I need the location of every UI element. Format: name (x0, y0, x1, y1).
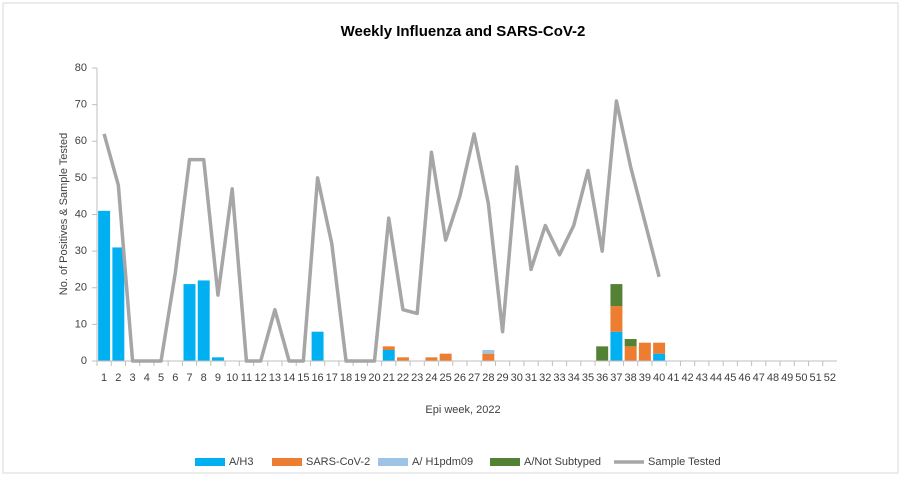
bar (653, 353, 666, 361)
bar (382, 350, 395, 361)
x-tick-label: 44 (710, 372, 722, 384)
legend-label: SARS-CoV-2 (306, 456, 370, 468)
x-tick-label: 5 (158, 372, 164, 384)
legend-swatch (272, 458, 302, 466)
x-tick-label: 45 (724, 372, 736, 384)
bar (610, 331, 623, 361)
y-tick-label: 30 (75, 245, 87, 257)
x-tick-label: 49 (781, 372, 793, 384)
bar (311, 331, 324, 361)
x-tick-label: 43 (696, 372, 708, 384)
legend-swatch (490, 458, 520, 466)
y-tick-label: 60 (75, 135, 87, 147)
x-tick-label: 17 (326, 372, 338, 384)
x-tick-label: 4 (144, 372, 150, 384)
bar (610, 306, 623, 332)
x-tick-label: 35 (582, 372, 594, 384)
bar (197, 280, 210, 361)
bar (638, 342, 651, 361)
x-tick-label: 16 (311, 372, 323, 384)
bar (610, 284, 623, 307)
x-tick-label: 21 (383, 372, 395, 384)
bar (382, 346, 395, 351)
bar (211, 357, 224, 361)
x-tick-label: 8 (201, 372, 207, 384)
x-tick-label: 46 (738, 372, 750, 384)
y-tick-label: 50 (75, 172, 87, 184)
legend-label: A/Not Subtyped (524, 456, 601, 468)
x-tick-label: 22 (397, 372, 409, 384)
x-tick-label: 48 (767, 372, 779, 384)
chart-title: Weekly Influenza and SARS-CoV-2 (341, 23, 586, 40)
legend-swatch (195, 458, 225, 466)
x-tick-label: 13 (269, 372, 281, 384)
x-tick-label: 52 (824, 372, 836, 384)
x-tick-label: 31 (525, 372, 537, 384)
x-tick-label: 11 (241, 372, 252, 384)
x-tick-label: 29 (496, 372, 508, 384)
x-tick-label: 36 (596, 372, 608, 384)
legend-label: A/ H1pdm09 (412, 456, 473, 468)
x-tick-label: 33 (553, 372, 565, 384)
bar (596, 346, 609, 361)
x-tick-label: 40 (653, 372, 665, 384)
legend-swatch (378, 458, 408, 466)
x-tick-label: 38 (625, 372, 637, 384)
x-tick-label: 3 (130, 372, 136, 384)
legend-label: A/H3 (229, 456, 253, 468)
y-tick-label: 80 (75, 62, 87, 74)
bar (624, 339, 637, 347)
bar (653, 342, 666, 354)
bar (425, 357, 438, 361)
x-tick-label: 27 (468, 372, 480, 384)
x-tick-label: 51 (810, 372, 822, 384)
x-tick-label: 20 (368, 372, 380, 384)
y-axis-title: No. of Positives & Sample Tested (58, 133, 70, 295)
x-tick-label: 34 (568, 372, 580, 384)
x-tick-label: 26 (454, 372, 466, 384)
bar (624, 346, 637, 361)
y-tick-label: 70 (75, 99, 87, 111)
x-tick-label: 47 (753, 372, 765, 384)
x-tick-label: 23 (411, 372, 423, 384)
x-tick-label: 9 (215, 372, 221, 384)
x-tick-label: 42 (681, 372, 693, 384)
x-tick-label: 25 (440, 372, 452, 384)
y-tick-label: 20 (75, 282, 87, 294)
bar (482, 353, 495, 361)
bar (396, 357, 409, 361)
x-tick-label: 37 (610, 372, 622, 384)
y-tick-label: 10 (75, 318, 87, 330)
x-tick-label: 24 (425, 372, 437, 384)
x-tick-label: 32 (539, 372, 551, 384)
y-tick-label: 0 (81, 355, 87, 367)
bar (482, 350, 495, 354)
bar (112, 247, 125, 361)
x-tick-label: 12 (255, 372, 267, 384)
line (102, 99, 661, 363)
x-tick-label: 28 (482, 372, 494, 384)
x-tick-label: 10 (226, 372, 238, 384)
x-tick-label: 18 (340, 372, 352, 384)
x-tick-label: 7 (186, 372, 192, 384)
x-tick-label: 2 (115, 372, 121, 384)
legend-label: Sample Tested (648, 456, 721, 468)
bar (439, 353, 452, 361)
x-axis-title: Epi week, 2022 (425, 404, 500, 416)
x-tick-label: 6 (172, 372, 178, 384)
x-tick-label: 19 (354, 372, 366, 384)
x-tick-label: 30 (511, 372, 523, 384)
y-tick-label: 40 (75, 208, 87, 220)
x-tick-label: 14 (283, 372, 295, 384)
bar (183, 284, 196, 361)
x-tick-label: 1 (101, 372, 107, 384)
x-tick-label: 39 (639, 372, 651, 384)
x-tick-label: 15 (297, 372, 309, 384)
x-tick-label: 50 (795, 372, 807, 384)
x-tick-label: 41 (667, 372, 679, 384)
bar (98, 210, 111, 361)
